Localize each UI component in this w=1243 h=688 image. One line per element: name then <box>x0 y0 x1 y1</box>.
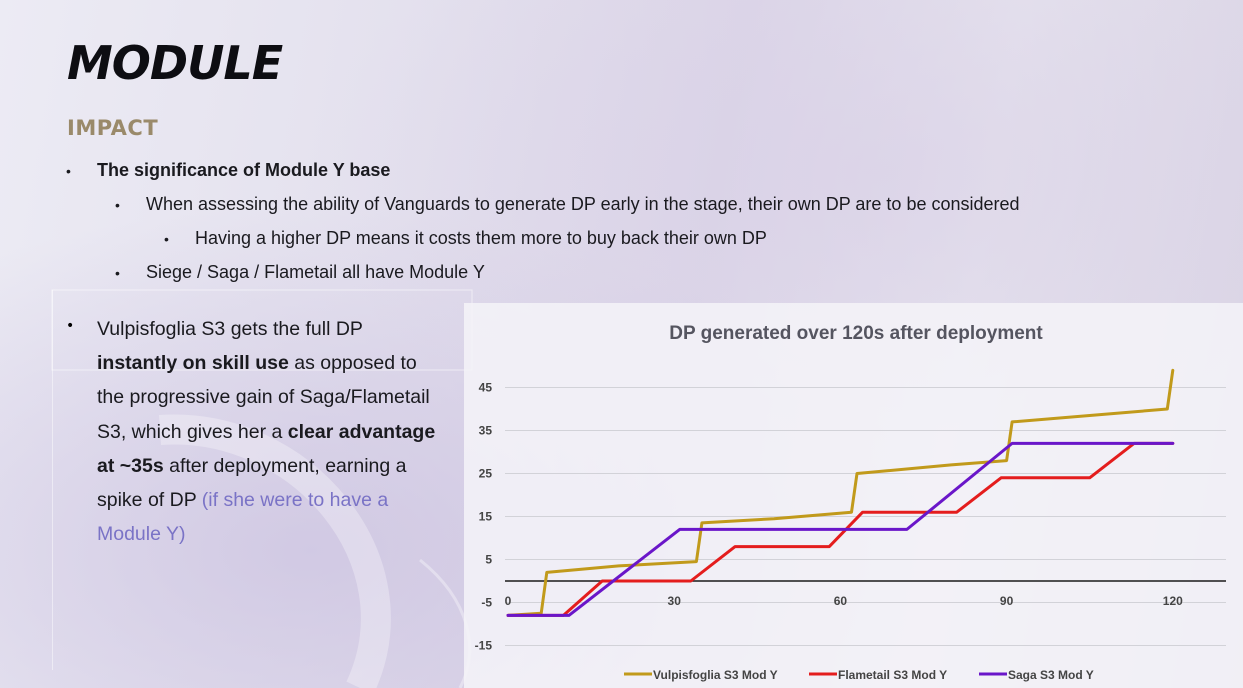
legend-label: Vulpisfoglia S3 Mod Y <box>653 668 778 682</box>
bullet-text: When assessing the ability of Vanguards … <box>146 194 1020 214</box>
para-muted-note: (if she were to have a Module Y) <box>97 489 389 546</box>
dp-chart: DP generated over 120s after deployment … <box>475 323 1226 682</box>
bullet-dot: • <box>66 163 71 179</box>
bullet-text: The significance of Module Y base <box>97 160 391 180</box>
y-tick-label: 45 <box>479 381 493 395</box>
legend-label: Flametail S3 Mod Y <box>838 668 947 682</box>
para-text: after deployment, earning a spike of DP <box>97 454 407 512</box>
series-line-saga-s3-mod-y <box>506 441 1175 617</box>
bullet-text: Siege / Saga / Flametail all have Module… <box>146 262 485 282</box>
y-tick-label: -15 <box>475 639 493 653</box>
x-tick-label: 90 <box>1000 594 1014 608</box>
y-tick-label: 15 <box>479 510 493 524</box>
para-text: as opposed to the progressive gain of Sa… <box>97 352 430 443</box>
bullet-text: Having a higher DP means it costs them m… <box>195 228 767 248</box>
bullet-dot: • <box>164 231 169 247</box>
para-text: Vulpisfoglia S3 gets the full DP <box>97 318 363 340</box>
dp-chart-panel: DP generated over 120s after deployment … <box>464 303 1243 688</box>
slide-title: MODULE <box>67 36 283 90</box>
para-bold-advantage: clear advantage at ~35s <box>97 420 436 477</box>
legend-label: Saga S3 Mod Y <box>1008 668 1094 682</box>
y-tick-label: 35 <box>479 424 493 438</box>
y-tick-label: 5 <box>485 553 492 567</box>
bullet-dot: • <box>66 318 75 334</box>
series-line-vulpisfoglia-s3-mod-y <box>506 368 1175 617</box>
x-tick-label: 0 <box>505 594 512 608</box>
x-tick-label: 30 <box>668 594 682 608</box>
x-tick-label: 60 <box>834 594 848 608</box>
slide-subtitle: IMPACT <box>67 116 159 140</box>
bullet-dot: • <box>115 197 120 213</box>
chart-title: DP generated over 120s after deployment <box>669 323 1043 344</box>
x-tick-label: 120 <box>1163 594 1183 608</box>
bullet-dot: • <box>115 265 120 281</box>
para-bold-instant: instantly on skill use <box>97 352 289 375</box>
y-tick-label: 25 <box>479 467 493 481</box>
bullet-vulpisfoglia-paragraph: Vulpisfoglia S3 gets the full DP instant… <box>97 312 442 551</box>
y-tick-label: -5 <box>481 596 492 610</box>
